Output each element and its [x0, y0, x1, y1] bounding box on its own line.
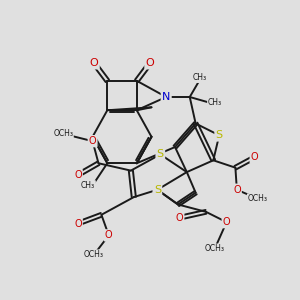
Text: O: O — [74, 170, 82, 180]
Text: CH₃: CH₃ — [81, 181, 95, 190]
Text: O: O — [176, 213, 183, 223]
Text: OCH₃: OCH₃ — [84, 250, 104, 259]
Text: O: O — [146, 58, 154, 68]
Text: O: O — [105, 230, 112, 240]
Text: O: O — [89, 136, 96, 146]
Text: S: S — [216, 130, 223, 140]
Text: O: O — [233, 185, 241, 195]
Text: S: S — [157, 149, 164, 159]
Text: N: N — [162, 92, 170, 102]
Text: O: O — [251, 152, 258, 162]
Text: O: O — [90, 58, 98, 68]
Text: OCH₃: OCH₃ — [205, 244, 225, 253]
Text: O: O — [223, 217, 230, 227]
Text: OCH₃: OCH₃ — [248, 194, 268, 203]
Text: O: O — [74, 219, 82, 229]
Text: CH₃: CH₃ — [193, 74, 207, 82]
Text: S: S — [154, 185, 161, 195]
Text: OCH₃: OCH₃ — [53, 129, 73, 138]
Text: CH₃: CH₃ — [208, 98, 222, 107]
